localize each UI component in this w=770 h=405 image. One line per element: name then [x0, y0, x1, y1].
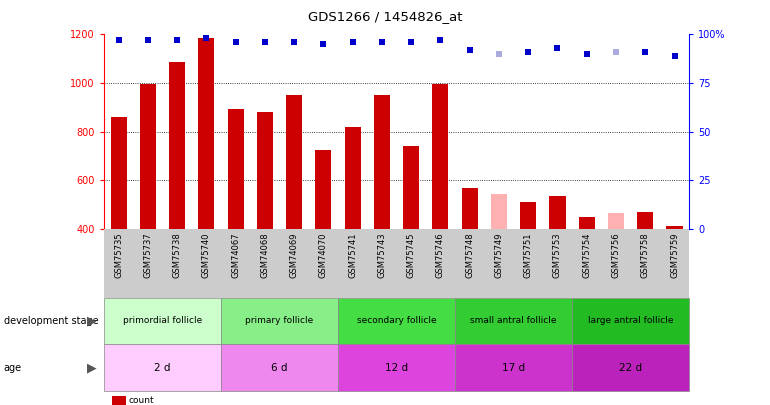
Text: primordial follicle: primordial follicle [123, 316, 202, 326]
Text: ▶: ▶ [86, 361, 96, 374]
Bar [550, 196, 565, 229]
Text: GSM75741: GSM75741 [348, 232, 357, 278]
Bar [374, 95, 390, 229]
Bar [140, 84, 156, 229]
Text: GSM75738: GSM75738 [172, 232, 182, 278]
Text: GSM75749: GSM75749 [494, 232, 504, 278]
Text: GSM74069: GSM74069 [290, 232, 299, 278]
Bar [257, 112, 273, 229]
Bar [199, 38, 214, 229]
Bar [228, 109, 243, 229]
Bar [111, 117, 126, 229]
Bar [462, 188, 477, 229]
Bar [169, 62, 185, 229]
Text: GSM75745: GSM75745 [407, 232, 416, 278]
Text: GSM75740: GSM75740 [202, 232, 211, 278]
Bar [316, 150, 331, 229]
Text: ▶: ▶ [86, 314, 96, 328]
Bar [286, 95, 302, 229]
Bar [403, 146, 419, 229]
Text: GSM75759: GSM75759 [670, 232, 679, 278]
Text: GSM75756: GSM75756 [611, 232, 621, 278]
Text: GDS1266 / 1454826_at: GDS1266 / 1454826_at [308, 10, 462, 23]
Text: 2 d: 2 d [154, 362, 171, 373]
Text: development stage: development stage [4, 316, 99, 326]
Text: large antral follicle: large antral follicle [588, 316, 674, 326]
Bar [579, 217, 594, 229]
Text: 22 d: 22 d [619, 362, 642, 373]
Text: GSM75737: GSM75737 [143, 232, 152, 278]
Bar [608, 213, 624, 229]
Text: GSM75751: GSM75751 [524, 232, 533, 278]
Text: 12 d: 12 d [385, 362, 408, 373]
Bar [491, 194, 507, 229]
Text: small antral follicle: small antral follicle [470, 316, 557, 326]
Bar [667, 226, 682, 229]
Bar [345, 127, 360, 229]
Text: primary follicle: primary follicle [246, 316, 313, 326]
Text: GSM75753: GSM75753 [553, 232, 562, 278]
Bar [521, 202, 536, 229]
Bar [638, 212, 653, 229]
Text: GSM75735: GSM75735 [114, 232, 123, 278]
Text: GSM75743: GSM75743 [377, 232, 387, 278]
Text: GSM75758: GSM75758 [641, 232, 650, 278]
Text: 6 d: 6 d [271, 362, 288, 373]
Text: 17 d: 17 d [502, 362, 525, 373]
Text: age: age [4, 362, 22, 373]
Text: GSM75748: GSM75748 [465, 232, 474, 278]
Text: GSM75746: GSM75746 [436, 232, 445, 278]
Text: GSM74067: GSM74067 [231, 232, 240, 278]
Text: GSM74070: GSM74070 [319, 232, 328, 278]
Text: GSM75754: GSM75754 [582, 232, 591, 278]
Bar [433, 84, 448, 229]
Text: count: count [129, 396, 154, 405]
Text: secondary follicle: secondary follicle [357, 316, 437, 326]
Text: GSM74068: GSM74068 [260, 232, 269, 278]
